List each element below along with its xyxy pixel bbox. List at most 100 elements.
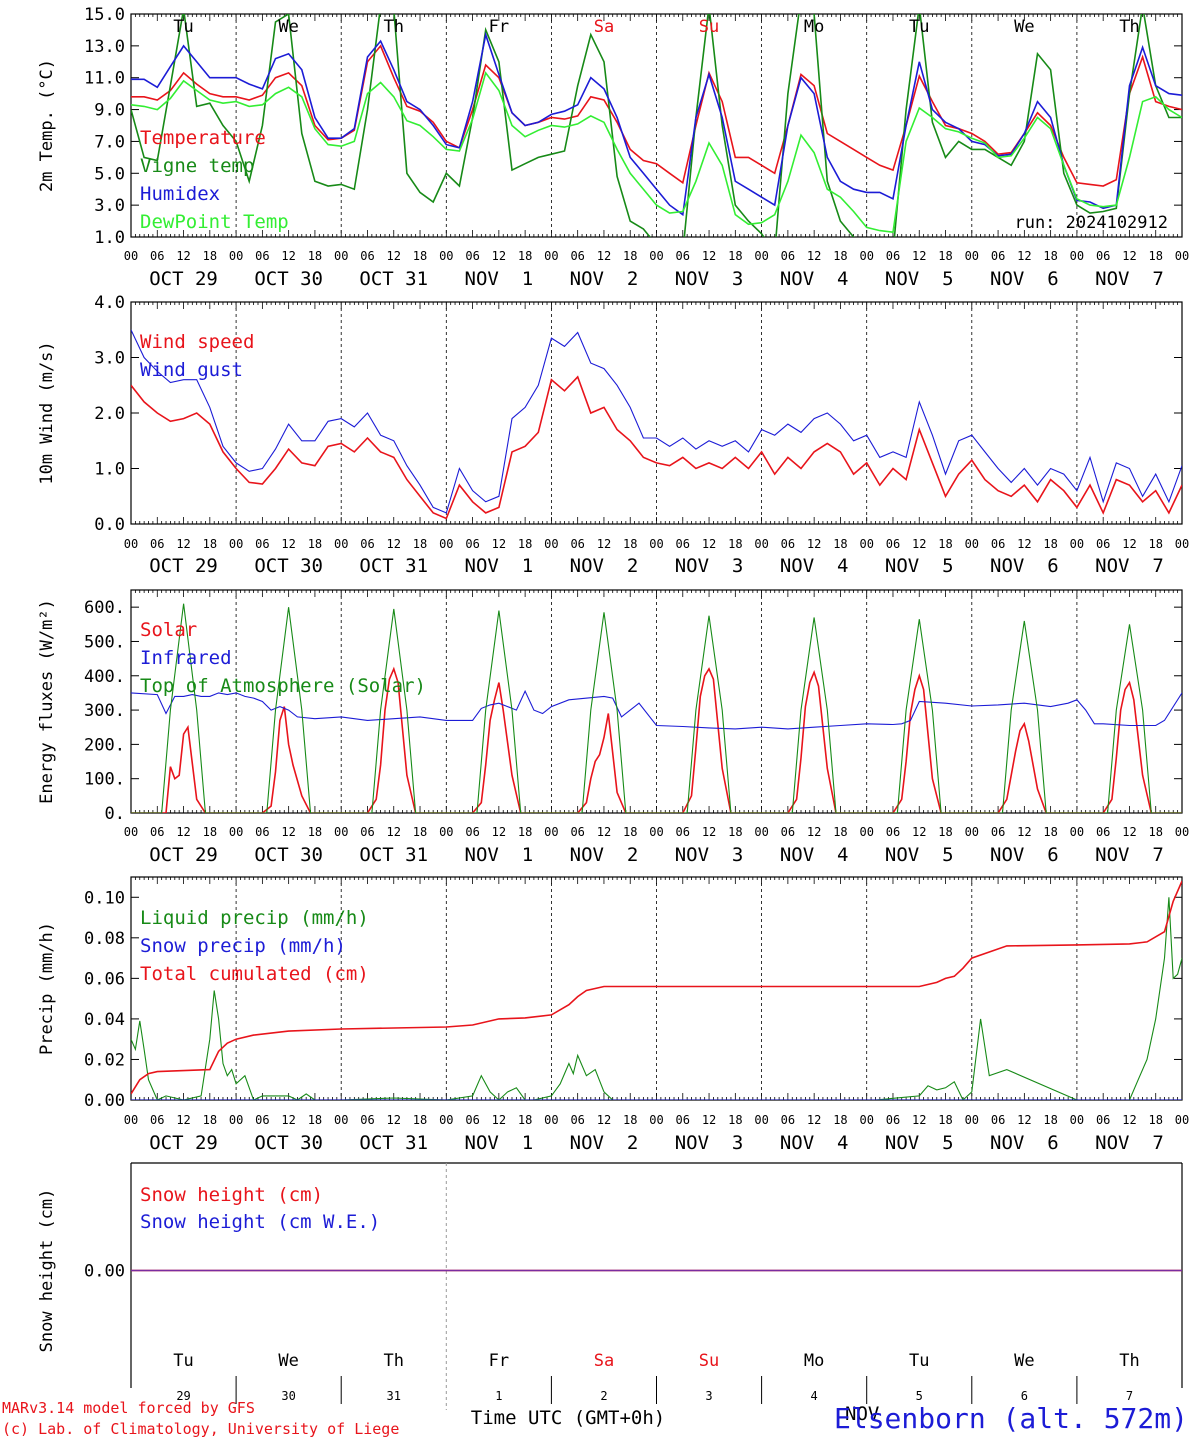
hour-tick-label: 18 (623, 537, 637, 551)
y-axis-label-energy: Energy fluxes (W/m²) (37, 599, 57, 804)
hour-tick-label: 18 (518, 249, 532, 263)
date-label: NOV 4 (780, 1132, 849, 1154)
hour-tick-label: 18 (833, 537, 847, 551)
hour-tick-label: 12 (702, 249, 716, 263)
date-label: OCT 31 (359, 1132, 428, 1154)
hour-tick-label: 00 (544, 249, 558, 263)
y-tick-label: 0.00 (84, 1262, 125, 1282)
hour-tick-label: 18 (203, 249, 217, 263)
y-tick-label: 15.0 (84, 5, 125, 25)
y-tick-label: 1.0 (94, 228, 125, 248)
y-tick-label: 13.0 (84, 37, 125, 57)
date-label: OCT 30 (254, 1132, 323, 1154)
y-tick-label: 0.10 (84, 888, 125, 908)
date-label: NOV 3 (675, 844, 744, 866)
hour-tick-label: 12 (492, 249, 506, 263)
hour-tick-label: 06 (570, 825, 584, 839)
legend-entry: Top of Atmosphere (Solar) (140, 675, 426, 697)
y-tick-label: 100. (84, 770, 125, 790)
hour-tick-label: 00 (334, 249, 348, 263)
day-name: Sa (594, 17, 614, 37)
y-tick-label: 5.0 (94, 164, 125, 184)
hour-tick-label: 12 (1017, 249, 1031, 263)
hour-tick-label: 12 (492, 1113, 506, 1127)
hour-tick-label: 06 (570, 249, 584, 263)
day-name: Su (699, 1351, 719, 1371)
hour-tick-label: 12 (912, 1113, 926, 1127)
hour-tick-label: 06 (781, 249, 795, 263)
day-number: 31 (387, 1389, 401, 1403)
overlay-label: NOV (845, 1403, 879, 1425)
hour-tick-label: 18 (518, 1113, 532, 1127)
footer-model: MARv3.14 model forced by GFS (2, 1399, 255, 1417)
date-label: NOV 5 (885, 844, 954, 866)
hour-tick-label: 06 (465, 1113, 479, 1127)
day-number: 3 (705, 1389, 712, 1403)
day-name: We (278, 1351, 298, 1371)
hour-tick-label: 06 (676, 825, 690, 839)
y-tick-label: 300. (84, 701, 125, 721)
date-label: NOV 5 (885, 1132, 954, 1154)
date-label: OCT 31 (359, 844, 428, 866)
hour-tick-label: 00 (544, 537, 558, 551)
hour-tick-label: 00 (859, 249, 873, 263)
legend-entry: Infrared (140, 647, 232, 669)
hour-tick-label: 18 (203, 537, 217, 551)
legend-entry: Solar (140, 619, 197, 641)
y-tick-label: 3.0 (94, 196, 125, 216)
hour-tick-label: 00 (334, 825, 348, 839)
hour-tick-label: 06 (150, 249, 164, 263)
hour-tick-label: 06 (360, 249, 374, 263)
date-label: NOV 6 (990, 555, 1059, 577)
hour-tick-label: 06 (465, 249, 479, 263)
hour-tick-label: 00 (124, 249, 138, 263)
hour-tick-label: 18 (413, 1113, 427, 1127)
date-label: OCT 31 (359, 555, 428, 577)
legend-entry: Wind gust (140, 359, 243, 381)
hour-tick-label: 18 (308, 1113, 322, 1127)
hour-tick-label: 00 (1175, 537, 1189, 551)
day-name: Tu (173, 1351, 193, 1371)
hour-tick-label: 06 (781, 537, 795, 551)
y-tick-label: 11.0 (84, 69, 125, 89)
day-name: Fr (489, 17, 509, 37)
hour-tick-label: 00 (965, 825, 979, 839)
date-label: NOV 7 (1095, 1132, 1164, 1154)
hour-tick-label: 06 (255, 1113, 269, 1127)
hour-tick-label: 06 (676, 537, 690, 551)
hour-tick-label: 12 (176, 249, 190, 263)
hour-tick-label: 06 (886, 537, 900, 551)
day-name: Tu (909, 17, 929, 37)
hour-tick-label: 00 (754, 537, 768, 551)
hour-tick-label: 12 (702, 825, 716, 839)
date-label: NOV 7 (1095, 555, 1164, 577)
date-label: NOV 3 (675, 555, 744, 577)
date-label: OCT 29 (149, 1132, 218, 1154)
hour-tick-label: 06 (1096, 825, 1110, 839)
hour-tick-label: 18 (1148, 537, 1162, 551)
date-label: NOV 7 (1095, 268, 1164, 290)
hour-tick-label: 12 (1122, 537, 1136, 551)
hour-tick-label: 12 (702, 1113, 716, 1127)
legend-entry: Liquid precip (mm/h) (140, 907, 369, 929)
series-line-energy-1 (131, 689, 1182, 730)
hour-tick-label: 00 (649, 249, 663, 263)
hour-tick-label: 18 (1043, 825, 1057, 839)
hour-tick-label: 12 (807, 825, 821, 839)
date-label: NOV 6 (990, 1132, 1059, 1154)
hour-tick-label: 12 (387, 537, 401, 551)
hour-tick-label: 18 (938, 249, 952, 263)
hour-tick-label: 00 (544, 825, 558, 839)
hour-tick-label: 00 (124, 1113, 138, 1127)
y-tick-label: 0.08 (84, 929, 125, 949)
hour-tick-label: 12 (1017, 537, 1031, 551)
hour-tick-label: 00 (229, 1113, 243, 1127)
hour-tick-label: 06 (360, 825, 374, 839)
hour-tick-label: 12 (281, 1113, 295, 1127)
hour-tick-label: 06 (150, 537, 164, 551)
hour-tick-label: 00 (965, 537, 979, 551)
hour-tick-label: 18 (1043, 1113, 1057, 1127)
hour-tick-label: 00 (334, 1113, 348, 1127)
day-number: 6 (1021, 1389, 1028, 1403)
day-name: Mo (804, 1351, 824, 1371)
